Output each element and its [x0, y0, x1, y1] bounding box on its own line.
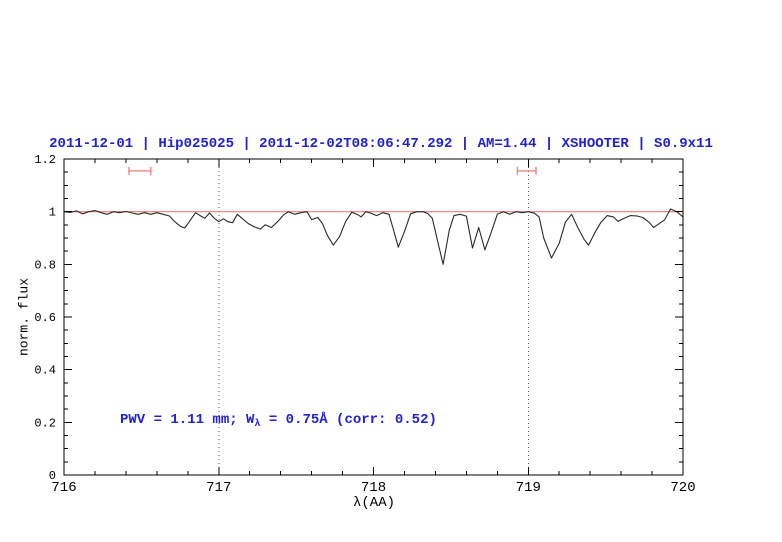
y-tick-label: 0.8 — [34, 258, 56, 272]
x-tick-label: 720 — [670, 480, 695, 496]
spectrum-line — [63, 208, 684, 265]
plot-title: 2011-12-01 | Hip025025 | 2011-12-02T08:0… — [49, 136, 713, 152]
x-axis-label: λ(AA) — [352, 495, 396, 511]
pwv-annotation-text-2: = 0.75Å (corr: 0.52) — [260, 412, 437, 428]
x-tick-label: 718 — [361, 480, 386, 496]
lambda-subscript: λ — [254, 419, 261, 430]
pwv-annotation-text: PWV = 1.11 mm; W — [120, 412, 255, 428]
x-tick-label: 717 — [206, 480, 231, 496]
y-tick-label: 0.4 — [34, 364, 56, 378]
x-tick-label: 719 — [516, 480, 541, 496]
y-tick-label: 0.6 — [34, 311, 56, 325]
y-tick-label: 1.2 — [34, 153, 56, 167]
range-marker-1 — [128, 166, 152, 175]
y-tick-label: 0 — [49, 469, 56, 483]
range-marker-2 — [516, 166, 537, 175]
y-tick-label: 1 — [49, 206, 56, 220]
x-tick-label: 716 — [51, 480, 76, 496]
pwv-annotation: PWV = 1.11 mm; Wλ = 0.75Å (corr: 0.52) — [120, 412, 437, 430]
y-tick-label: 0.2 — [34, 416, 56, 430]
y-axis-label: norm. flux — [16, 277, 32, 357]
